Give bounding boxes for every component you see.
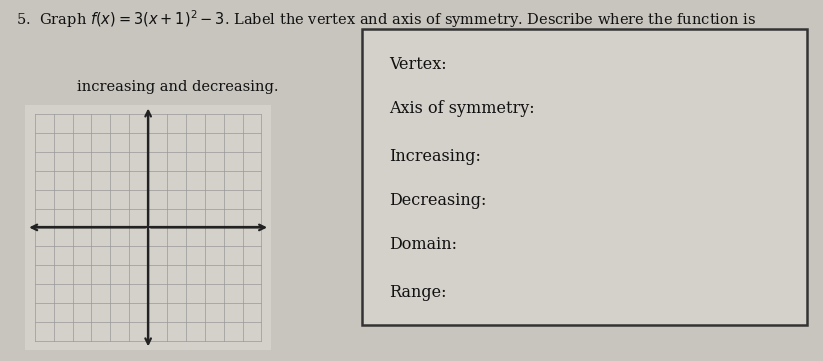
Text: increasing and decreasing.: increasing and decreasing. <box>77 80 279 93</box>
Text: Domain:: Domain: <box>388 236 457 253</box>
FancyBboxPatch shape <box>362 29 807 325</box>
Text: Vertex:: Vertex: <box>388 56 446 73</box>
Text: Decreasing:: Decreasing: <box>388 192 486 209</box>
Text: Increasing:: Increasing: <box>388 148 481 165</box>
Text: 5.  Graph $f(x) = 3(x+1)^2 - 3$. Label the vertex and axis of symmetry. Describe: 5. Graph $f(x) = 3(x+1)^2 - 3$. Label th… <box>16 9 756 30</box>
Text: Axis of symmetry:: Axis of symmetry: <box>388 100 534 117</box>
Text: Range:: Range: <box>388 284 446 301</box>
